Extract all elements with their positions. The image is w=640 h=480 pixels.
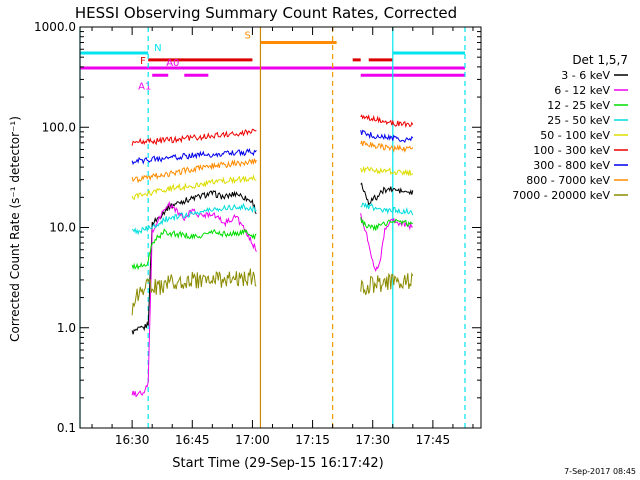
x-tick-label: 17:15 [295,433,330,447]
series-line [360,165,414,176]
timestamp-label: 7-Sep-2017 08:45 [564,467,636,476]
legend-entry-label: 50 - 100 keV [540,129,610,142]
series-line [360,140,414,153]
y-axis-label: Corrected Count Rate (s⁻¹ detector⁻¹) [8,116,22,342]
series-line [360,217,413,232]
series-line [131,174,257,201]
series-line [131,158,257,184]
series-line [360,182,414,206]
x-axis-label: Start Time (29-Sep-15 16:17:42) [172,456,383,471]
series-line [131,268,257,316]
axes: 16:30 16:45 17:00 17:15 17:30 17:45 0.1 1.0 10.0… [34,20,481,447]
flag-label-a1: A1 [138,81,151,92]
flag-label-f: F [140,56,146,67]
legend-entry-label: 6 - 12 keV [554,84,610,97]
legend-entry-label: 800 - 7000 keV [526,174,610,187]
flag-label-s: S [244,31,250,42]
y-tick-label: 0.1 [57,421,76,435]
x-tick-label: 17:45 [416,433,451,447]
legend-entry-label: 25 - 50 keV [547,114,610,127]
y-tick-label: 1000.0 [34,20,76,34]
chart-title: HESSI Observing Summary Count Rates, Cor… [75,4,457,22]
series-line [360,129,414,143]
x-tick-label: 16:45 [175,433,210,447]
series-line [131,128,257,146]
legend-entry-label: 100 - 300 keV [533,144,610,157]
flag-label-a0: A0 [166,58,179,69]
y-tick-label: 10.0 [49,221,76,235]
legend-entry-label: 12 - 25 keV [547,99,610,112]
legend-title: Det 1,5,7 [572,53,628,67]
series-line [360,114,414,129]
series-line [131,202,257,236]
series-line [360,213,413,273]
series-lines [131,114,414,398]
x-tick-label: 16:30 [115,433,150,447]
series-line [131,190,257,335]
legend: Det 1,5,7 3 - 6 keV 6 - 12 keV 12 - 25 keV… [512,53,628,202]
legend-entry-label: 7000 - 20000 keV [512,189,610,202]
observing-flags: N S F A0 A1 [80,31,465,92]
legend-entry-label: 3 - 6 keV [561,69,610,82]
series-line [131,200,257,398]
x-tick-label: 17:30 [355,433,390,447]
series-line [131,147,257,166]
series-line [360,271,414,296]
series-line [131,228,257,271]
y-tick-label: 100.0 [42,120,76,134]
x-tick-label: 17:00 [235,433,270,447]
series-line [360,202,414,216]
y-tick-label: 1.0 [57,321,76,335]
flag-label-n: N [154,43,161,54]
legend-entry-label: 300 - 800 keV [533,159,610,172]
